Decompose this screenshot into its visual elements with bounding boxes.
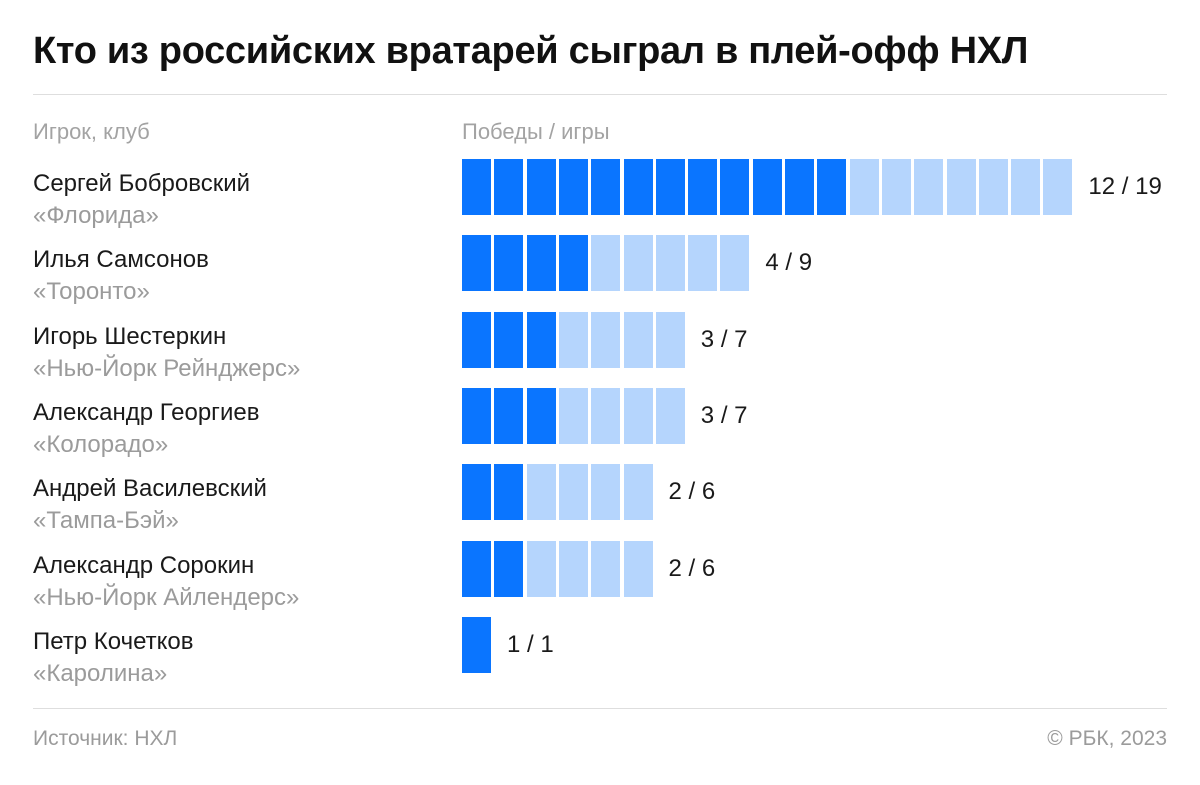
copyright-note: © РБК, 2023 — [1047, 727, 1167, 750]
bar-cell-win — [494, 311, 524, 368]
player-club: «Каролина» — [33, 659, 168, 687]
player-name: Петр Кочетков — [33, 627, 194, 655]
player-name: Александр Георгиев — [33, 398, 260, 426]
chart-row: Петр Кочетков «Каролина» 1 / 1 — [0, 616, 1200, 704]
bar-cell-win — [752, 159, 782, 215]
chart-row: Сергей Бобровский «Флорида» 12 / 19 — [0, 159, 1200, 246]
bar-cell-game — [623, 311, 653, 368]
bar-cell-game — [623, 464, 653, 521]
source-note: Источник: НХЛ — [33, 727, 178, 750]
bar-cell-game — [720, 235, 750, 292]
bar-cell-win — [688, 159, 718, 215]
bar-cell-win — [462, 235, 491, 292]
player-name: Андрей Василевский — [33, 475, 267, 503]
player-club: «Колорадо» — [33, 430, 169, 458]
bar-cell-win — [462, 464, 491, 521]
bar-track — [462, 540, 1082, 597]
bar-cell-game — [558, 387, 588, 444]
player-club: «Нью-Йорк Айлендерс» — [33, 583, 300, 611]
bar-cell-win — [526, 159, 556, 215]
bar-track — [462, 616, 1082, 673]
value-label: 4 / 9 — [765, 249, 813, 277]
player-club: «Нью-Йорк Рейнджерс» — [33, 354, 301, 382]
bar-cell-game — [591, 464, 621, 521]
bar-cell-game — [655, 235, 685, 292]
bar-cell-game — [591, 311, 621, 368]
bar-cell-win — [494, 540, 524, 597]
bar-cell-game — [946, 159, 976, 215]
bottom-divider — [33, 708, 1167, 709]
value-label: 2 / 6 — [668, 554, 716, 582]
bar-cell-win — [462, 311, 491, 368]
bar-cell-game — [623, 540, 653, 597]
bar-cell-win — [494, 159, 524, 215]
bar-cell-win — [785, 159, 814, 215]
bar-cell-win — [591, 159, 621, 215]
player-name: Александр Сорокин — [33, 551, 255, 579]
chart-row: Александр Георгиев «Колорадо» 3 / 7 — [0, 387, 1200, 475]
player-name: Игорь Шестеркин — [33, 322, 227, 350]
bar-cell-win — [494, 387, 524, 444]
player-club: «Торонто» — [33, 278, 150, 306]
column-header-player: Игрок, клуб — [33, 119, 150, 144]
bar-cell-win — [462, 159, 491, 215]
bar-cell-win — [462, 540, 491, 597]
bar-cell-win — [462, 387, 491, 444]
column-header-wins-games: Победы / игры — [462, 119, 610, 144]
bar-cell-game — [558, 540, 588, 597]
value-label: 2 / 6 — [668, 478, 716, 506]
bar-cell-game — [688, 235, 718, 292]
bar-cell-win — [462, 616, 491, 673]
chart-row: Андрей Василевский «Тампа-Бэй» 2 / 6 — [0, 464, 1200, 551]
value-label: 3 / 7 — [700, 401, 748, 429]
bar-cell-game — [1043, 159, 1073, 215]
bar-cell-game — [849, 159, 879, 215]
bar-track — [462, 387, 1082, 444]
value-label: 3 / 7 — [700, 325, 748, 353]
bar-cell-win — [526, 235, 556, 292]
bar-cell-win — [558, 235, 588, 292]
bar-track — [462, 159, 1082, 215]
bar-cell-win — [623, 159, 653, 215]
bar-cell-game — [623, 235, 653, 292]
bar-cell-game — [526, 540, 556, 597]
bar-track — [462, 311, 1082, 368]
chart-row: Илья Самсонов «Торонто» 4 / 9 — [0, 235, 1200, 322]
chart-row: Александр Сорокин «Нью-Йорк Айлендерс» 2 /… — [0, 540, 1200, 628]
bar-cell-game — [623, 387, 653, 444]
bar-cell-game — [881, 159, 911, 215]
bar-cell-win — [655, 159, 685, 215]
bar-cell-game — [1011, 159, 1041, 215]
bar-cell-win — [526, 311, 556, 368]
bar-cell-game — [655, 387, 685, 444]
bar-cell-game — [591, 540, 621, 597]
chart-title: Кто из российских вратарей сыграл в плей… — [33, 30, 1029, 72]
bar-cell-game — [591, 235, 621, 292]
player-club: «Тампа-Бэй» — [33, 507, 179, 535]
bar-cell-win — [817, 159, 847, 215]
bar-cell-game — [591, 387, 621, 444]
bar-track — [462, 235, 1082, 292]
player-name: Илья Самсонов — [33, 246, 209, 274]
top-divider — [33, 94, 1167, 95]
bar-cell-win — [494, 235, 524, 292]
bar-cell-game — [914, 159, 944, 215]
player-club: «Флорида» — [33, 202, 159, 229]
value-label: 1 / 1 — [507, 630, 554, 658]
bar-cell-game — [526, 464, 556, 521]
bar-cell-game — [558, 464, 588, 521]
bar-cell-game — [978, 159, 1008, 215]
bar-cell-game — [558, 311, 588, 368]
chart-row: Игорь Шестеркин «Нью-Йорк Рейнджерс» 3 / 7 — [0, 311, 1200, 399]
bar-cell-win — [720, 159, 750, 215]
player-name: Сергей Бобровский — [33, 170, 251, 197]
bar-track — [462, 464, 1082, 521]
bar-cell-win — [558, 159, 588, 215]
value-label: 12 / 19 — [1088, 173, 1162, 200]
bar-cell-win — [526, 387, 556, 444]
bar-cell-game — [655, 311, 685, 368]
bar-cell-win — [494, 464, 524, 521]
